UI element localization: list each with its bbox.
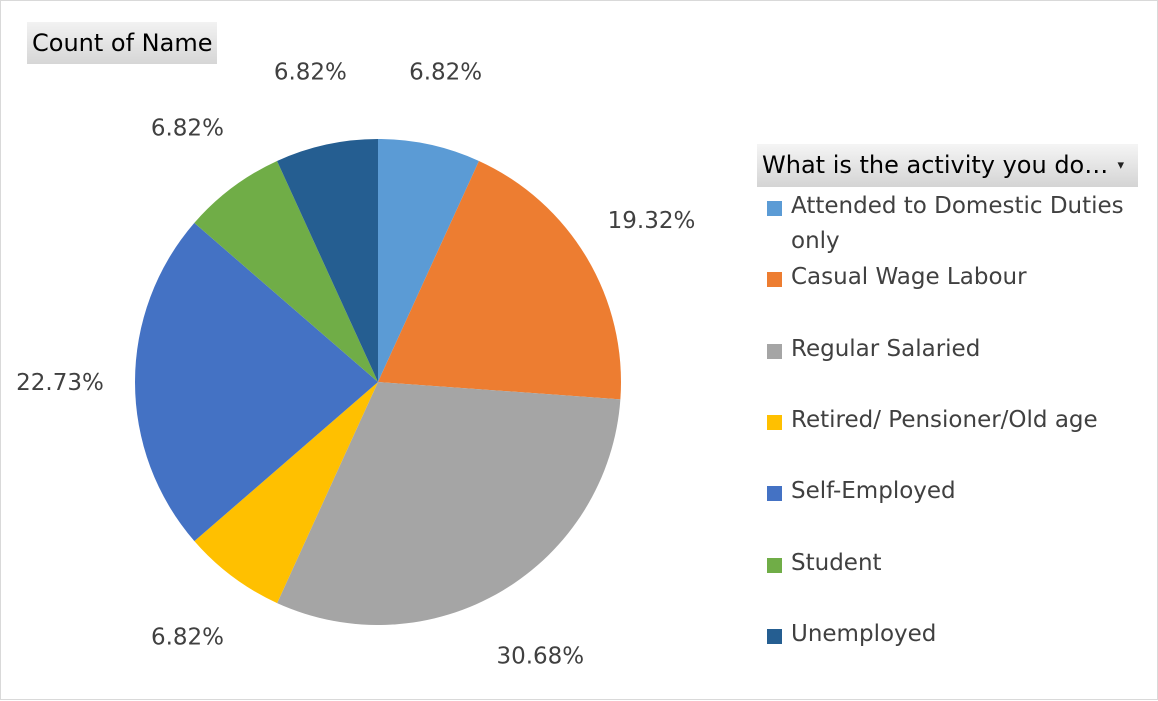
legend-label: Unemployed [791,621,937,647]
data-label: 6.82% [409,59,482,85]
pie-slice[interactable] [277,139,378,382]
value-field-button[interactable]: Count of Name [27,22,217,64]
dropdown-arrow-icon[interactable]: ▾ [1117,158,1124,173]
legend-swatch [767,415,782,430]
legend-filter-label: What is the activity you do… [762,151,1109,179]
pie-slice[interactable] [134,222,378,542]
data-label: 19.32% [608,208,696,234]
legend-label: Student [791,550,882,576]
data-label: 6.82% [274,59,347,85]
pie-slice[interactable] [378,139,479,382]
pie-slice[interactable] [194,160,378,382]
legend-swatch [767,629,782,644]
data-label: 22.73% [16,370,104,396]
pie-slice[interactable] [277,382,621,625]
legend-swatch [767,344,782,359]
legend-label: Attended to Domestic Duties only [791,193,1124,254]
data-label: 6.82% [151,625,224,651]
value-field-label: Count of Name [32,29,213,57]
legend-label: Regular Salaried [791,336,981,362]
legend-swatch [767,272,782,287]
legend-swatch [767,201,782,216]
legend-label: Casual Wage Labour [791,264,1027,290]
legend-filter-button[interactable]: What is the activity you do… ▾ [757,144,1138,187]
legend-swatch [767,558,782,573]
legend-label: Self-Employed [791,478,956,504]
legend-swatch [767,486,782,501]
pie-chart: 6.82% 19.32% 30.68% 6.82% 22.73% 6.82% 6.82% [16,59,696,669]
legend-label: Retired/ Pensioner/Old age [791,407,1098,433]
pie-slice[interactable] [194,382,378,604]
data-label: 30.68% [496,643,584,669]
data-label: 6.82% [151,115,224,141]
pie-slice[interactable] [378,160,621,400]
